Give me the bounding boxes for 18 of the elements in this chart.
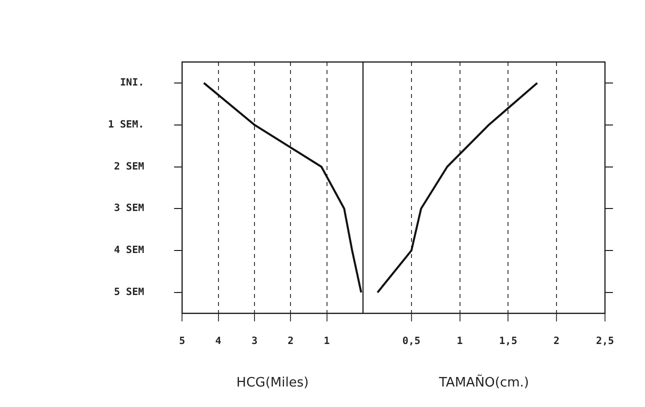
x-tick-label: 1 bbox=[456, 336, 463, 347]
x-tick-label: 1,5 bbox=[499, 336, 518, 347]
x-tick-label: 3 bbox=[251, 336, 258, 347]
x-tick-label: 4 bbox=[215, 336, 222, 347]
x-tick-label: 2,5 bbox=[596, 336, 614, 347]
x-tick-label: 2 bbox=[288, 336, 294, 347]
x-tick-label: 1 bbox=[324, 336, 330, 347]
x-tick-label: 2 bbox=[554, 336, 560, 347]
y-tick-label: INI. bbox=[120, 78, 144, 89]
y-tick-label: 1 SEM. bbox=[108, 119, 144, 130]
y-tick-label: 3 SEM bbox=[114, 203, 144, 214]
y-tick-label: 4 SEM bbox=[114, 245, 144, 256]
y-tick-label: 5 SEM bbox=[114, 287, 144, 298]
x-axis-title: TAMAÑO(cm.) bbox=[438, 374, 529, 391]
x-axis-title: HCG(Miles) bbox=[236, 376, 309, 391]
x-tick-label: 5 bbox=[179, 336, 186, 347]
x-tick-label: 0,5 bbox=[402, 336, 420, 347]
y-tick-label: 2 SEM bbox=[114, 161, 144, 172]
